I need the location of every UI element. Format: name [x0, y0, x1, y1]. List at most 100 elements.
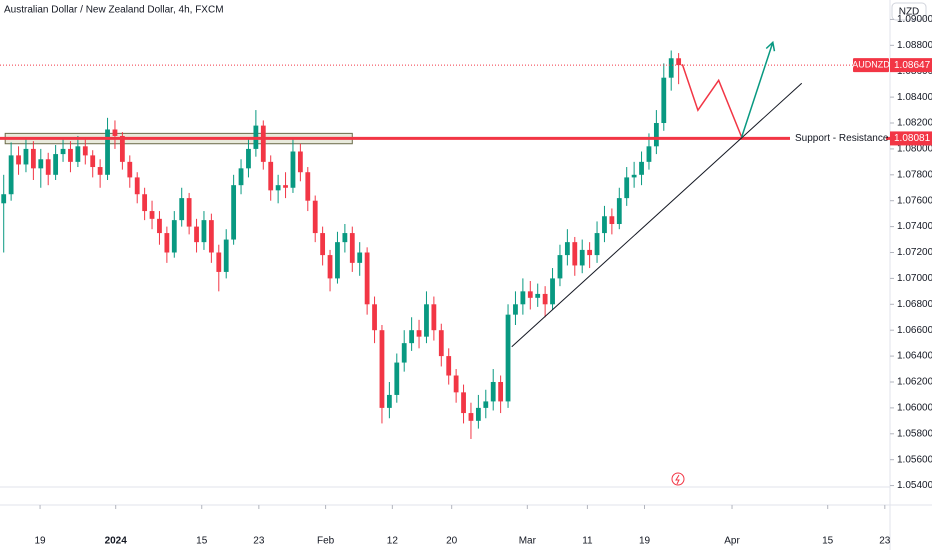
x-tick-label: Apr — [724, 536, 740, 547]
candle-body — [631, 174, 637, 178]
candle-body — [527, 291, 533, 298]
candle-body — [260, 125, 266, 162]
candle-body — [438, 330, 444, 357]
candle-body — [97, 167, 103, 175]
event-icon[interactable] — [671, 472, 685, 486]
symbol-tag — [853, 58, 889, 73]
candle-body — [364, 252, 370, 305]
y-tick-label: 1.07200 — [897, 247, 932, 258]
y-tick-label: 1.05400 — [897, 480, 932, 491]
candle-body — [394, 362, 400, 395]
candle-body — [268, 161, 274, 191]
event-icon-bolt — [675, 474, 680, 485]
candle-body — [490, 381, 496, 402]
candle-body — [82, 146, 88, 156]
candle-body — [105, 129, 110, 175]
candle-body — [179, 198, 185, 221]
level-tag-label: 1.08081 — [894, 133, 931, 144]
candle-body — [231, 185, 237, 240]
candle-body — [142, 194, 148, 212]
y-tick-label: 1.09000 — [897, 14, 932, 25]
candle-body — [45, 159, 51, 175]
candle-body — [194, 226, 199, 243]
candle-body — [572, 242, 578, 266]
x-tick-label: 20 — [446, 536, 458, 547]
candle-body — [357, 252, 363, 263]
candle-body — [594, 233, 600, 256]
y-tick-label: 1.06400 — [897, 351, 932, 362]
candle-body — [186, 198, 192, 227]
x-tick-label: 15 — [822, 536, 834, 547]
candle-body — [379, 330, 385, 408]
last-price-tag — [890, 58, 932, 73]
candle-body — [149, 211, 155, 219]
plot-area — [0, 40, 890, 439]
candle-body — [542, 293, 548, 305]
candle-body — [30, 148, 36, 169]
y-tick-label: 1.08200 — [897, 118, 932, 129]
candle-body — [668, 58, 674, 78]
forecast-down-path — [681, 63, 743, 138]
y-tick-label: 1.05600 — [897, 454, 932, 465]
candle-body — [327, 255, 333, 279]
x-tick-label: 11 — [582, 536, 593, 547]
candle-body — [386, 394, 392, 408]
y-tick-label: 1.08400 — [897, 92, 932, 103]
x-tick-label: 23 — [879, 536, 891, 547]
candle-body — [320, 233, 326, 256]
candle-body — [431, 304, 437, 331]
y-tick-label: 1.07600 — [897, 195, 932, 206]
candle-body — [624, 177, 630, 199]
candle-body — [127, 161, 133, 178]
y-tick-label: 1.07400 — [897, 221, 932, 232]
candle-body — [616, 198, 622, 225]
x-tick-label: 2024 — [105, 536, 128, 547]
candle-body — [653, 123, 659, 147]
candle-body — [513, 304, 518, 315]
candle-body — [535, 293, 541, 298]
x-tick-label: 19 — [34, 536, 46, 547]
candle-body — [246, 148, 251, 169]
candle-body — [349, 233, 355, 263]
y-tick-label: 1.07000 — [897, 273, 932, 284]
candle-body — [38, 159, 44, 169]
y-tick-label: 1.06800 — [897, 299, 932, 310]
currency-label[interactable]: NZD — [899, 7, 920, 18]
candle-body — [550, 278, 555, 305]
candle-body — [297, 151, 303, 173]
candle-body — [579, 249, 585, 266]
candle-body — [342, 233, 348, 243]
level-tag — [890, 131, 932, 146]
candle-body — [557, 255, 563, 279]
x-tick-label: 19 — [639, 536, 651, 547]
candle-body — [171, 220, 177, 253]
currency-button[interactable] — [891, 2, 927, 21]
x-tick-label: 23 — [253, 536, 265, 547]
x-tick-label: Feb — [317, 536, 335, 547]
candle-body — [68, 148, 73, 162]
candle-body — [90, 155, 96, 168]
candle-body — [164, 233, 170, 253]
candle-body — [424, 304, 429, 337]
candle-body — [483, 401, 489, 408]
candle-body — [53, 154, 59, 175]
candle-body — [461, 392, 466, 414]
candle-body — [275, 185, 281, 191]
x-tick-label: 12 — [387, 536, 399, 547]
candle-body — [134, 177, 140, 195]
candle-body — [468, 413, 474, 421]
chart-title: Australian Dollar / New Zealand Dollar, … — [4, 5, 224, 16]
candle-body — [587, 249, 593, 256]
trend-line — [511, 82, 803, 348]
candle-body — [8, 155, 14, 195]
candle-body — [646, 146, 652, 162]
candle-body — [1, 194, 7, 204]
x-tick-label: Mar — [519, 536, 537, 547]
level-text: Support - Resistance level — [795, 133, 912, 144]
candle-body — [609, 216, 615, 225]
candle-body — [312, 200, 318, 234]
candle-body — [216, 252, 222, 272]
candle-body — [208, 220, 214, 253]
